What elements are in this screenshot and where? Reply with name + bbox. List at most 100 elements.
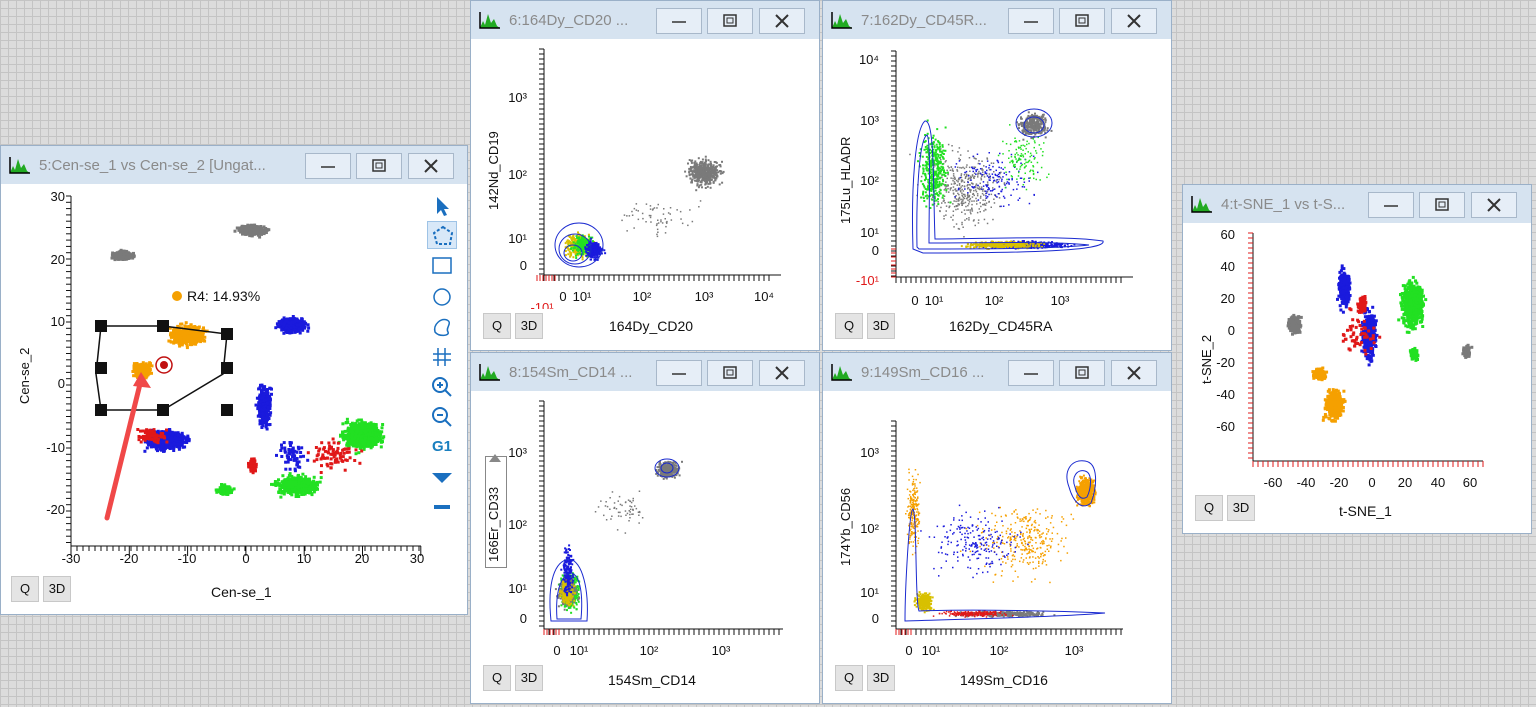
x-tick-label: 20 <box>1398 475 1412 490</box>
window-titlebar[interactable]: 5:Cen-se_1 vs Cen-se_2 [Ungat... <box>1 146 467 184</box>
x-tick-label: 40 <box>1431 475 1445 490</box>
dropdown-tool[interactable] <box>427 464 457 492</box>
close-button[interactable] <box>759 360 805 386</box>
quadrant-button[interactable]: Q <box>835 313 863 339</box>
y-tick-label: 30 <box>51 189 65 204</box>
window-cd16-plot[interactable]: 9:149Sm_CD16 ... 10³ 10² 10¹ 0 0 10¹ 10²… <box>822 352 1172 704</box>
close-icon <box>1127 366 1141 380</box>
window-title: 6:164Dy_CD20 ... <box>509 12 629 29</box>
close-icon <box>775 366 789 380</box>
x-axis-label: Cen-se_1 <box>211 584 272 600</box>
3d-button[interactable]: 3D <box>515 665 543 691</box>
x-tick-label: 10⁴ <box>754 289 774 304</box>
quadrant-button[interactable]: Q <box>1195 495 1223 521</box>
3d-button[interactable]: 3D <box>515 313 543 339</box>
maximize-button[interactable] <box>1059 360 1105 386</box>
quadrant-button[interactable]: Q <box>11 576 39 602</box>
scatter-plot-area[interactable]: 10⁴ 10³ 10² 10¹ 0 -10¹ 0 10¹ 10² 10³ <box>823 39 1171 309</box>
annotation-arrow <box>104 377 144 521</box>
quadrant-button[interactable]: Q <box>835 665 863 691</box>
x-tick-label: -20 <box>120 551 139 566</box>
x-tick-label: 10³ <box>1051 293 1070 308</box>
scatter-plot-area[interactable]: 10³ 10² 10¹ 0 0 10¹ 10² 10³ <box>823 391 1171 661</box>
region-gate-r4[interactable] <box>95 325 228 411</box>
y-tick-label: 0 <box>58 376 65 391</box>
maximize-button[interactable] <box>1419 192 1465 218</box>
x-tick-label: 0 <box>553 643 560 658</box>
window-titlebar[interactable]: 4:t-SNE_1 vs t-S... <box>1183 185 1531 223</box>
y-tick-label: 10³ <box>508 90 527 105</box>
minimize-button[interactable] <box>305 153 351 179</box>
maximize-button[interactable] <box>1059 8 1105 34</box>
3d-button[interactable]: 3D <box>1227 495 1255 521</box>
maximize-button[interactable] <box>356 153 402 179</box>
window-titlebar[interactable]: 7:162Dy_CD45R... <box>823 1 1171 39</box>
scatter-points <box>909 111 1076 250</box>
minimize-icon <box>321 166 335 168</box>
3d-button[interactable]: 3D <box>43 576 71 602</box>
y-tick-label: 10³ <box>508 445 527 460</box>
freehand-tool[interactable] <box>427 313 457 341</box>
x-tick-label: 10² <box>633 289 652 304</box>
x-tick-marks <box>70 546 422 556</box>
y-tick-label: -10 <box>46 440 65 455</box>
3d-button[interactable]: 3D <box>867 665 895 691</box>
y-axis-label: 174Yb_CD56 <box>838 487 853 566</box>
maximize-button[interactable] <box>707 360 753 386</box>
pointer-icon <box>437 197 449 216</box>
maximize-icon <box>723 14 737 27</box>
scatter-plot-area[interactable]: 30 20 10 0 -10 -20 -30 -20 -10 0 10 20 3… <box>1 184 425 574</box>
maximize-icon <box>372 159 386 172</box>
window-titlebar[interactable]: 8:154Sm_CD14 ... <box>471 353 819 391</box>
quadrant-button[interactable]: Q <box>483 665 511 691</box>
zoom-out-tool[interactable] <box>427 403 457 431</box>
3d-button[interactable]: 3D <box>867 313 895 339</box>
close-button[interactable] <box>1111 360 1157 386</box>
close-button[interactable] <box>408 153 454 179</box>
y-axis-label: t-SNE_2 <box>1199 334 1214 384</box>
y-tick-label: 10¹ <box>508 231 527 246</box>
window-cd45ra-plot[interactable]: 7:162Dy_CD45R... 10⁴ 10³ 10² 10¹ 0 -10¹ … <box>822 0 1172 351</box>
close-button[interactable] <box>1471 192 1517 218</box>
close-icon <box>1487 198 1501 212</box>
y-tick-marks <box>66 195 71 543</box>
minimize-button[interactable] <box>656 360 702 386</box>
scatter-plot-area[interactable]: 10³ 10² 10¹ 0 -10¹ 0 10¹ 10² 10³ 10⁴ <box>471 39 819 309</box>
minimize-button[interactable] <box>1008 8 1054 34</box>
minimize-icon <box>1024 373 1038 375</box>
window-cd20-plot[interactable]: 6:164Dy_CD20 ... 10³ 10² 10¹ 0 -10¹ 0 10… <box>470 0 820 351</box>
collapse-tool[interactable] <box>427 494 457 522</box>
gate-handles[interactable] <box>95 320 233 416</box>
close-icon <box>424 159 438 173</box>
window-titlebar[interactable]: 6:164Dy_CD20 ... <box>471 1 819 39</box>
x-tick-marks <box>895 629 1122 635</box>
ellipse-tool[interactable] <box>427 283 457 311</box>
scatter-plot-area[interactable]: 60 40 20 0 -20 -40 -60 -60 -40 -20 0 20 … <box>1183 223 1531 493</box>
quadrant-tool[interactable] <box>427 343 457 371</box>
pointer-tool[interactable] <box>427 192 457 220</box>
window-tsne-plot[interactable]: 4:t-SNE_1 vs t-S... 60 40 20 0 -20 -40 -… <box>1182 184 1532 534</box>
quadrant-button[interactable]: Q <box>483 313 511 339</box>
polygon-tool[interactable] <box>427 221 457 249</box>
gate-label: R4: 14.93% <box>187 288 260 304</box>
x-tick-marks <box>543 629 780 635</box>
window-cd14-plot[interactable]: 8:154Sm_CD14 ... 10³ 10² 10¹ 0 0 10¹ 10²… <box>470 352 820 704</box>
window-cense-plot[interactable]: 5:Cen-se_1 vs Cen-se_2 [Ungat... 30 20 1… <box>0 145 468 615</box>
scatter-plot-area[interactable]: 10³ 10² 10¹ 0 0 10¹ 10² 10³ <box>471 391 819 661</box>
zoom-out-icon <box>432 407 452 427</box>
minimize-button[interactable] <box>656 8 702 34</box>
x-axis-label: 164Dy_CD20 <box>609 318 694 334</box>
maximize-icon <box>1075 14 1089 27</box>
maximize-button[interactable] <box>707 8 753 34</box>
x-tick-label: 10² <box>990 643 1009 658</box>
gate-g1-tool[interactable]: G1 <box>427 433 457 461</box>
zoom-in-tool[interactable] <box>427 373 457 401</box>
close-button[interactable] <box>1111 8 1157 34</box>
minimize-button[interactable] <box>1008 360 1054 386</box>
rectangle-tool[interactable] <box>427 252 457 280</box>
close-button[interactable] <box>759 8 805 34</box>
polygon-icon <box>432 225 454 245</box>
minimize-button[interactable] <box>1368 192 1414 218</box>
window-titlebar[interactable]: 9:149Sm_CD16 ... <box>823 353 1171 391</box>
histogram-app-icon <box>831 364 852 381</box>
